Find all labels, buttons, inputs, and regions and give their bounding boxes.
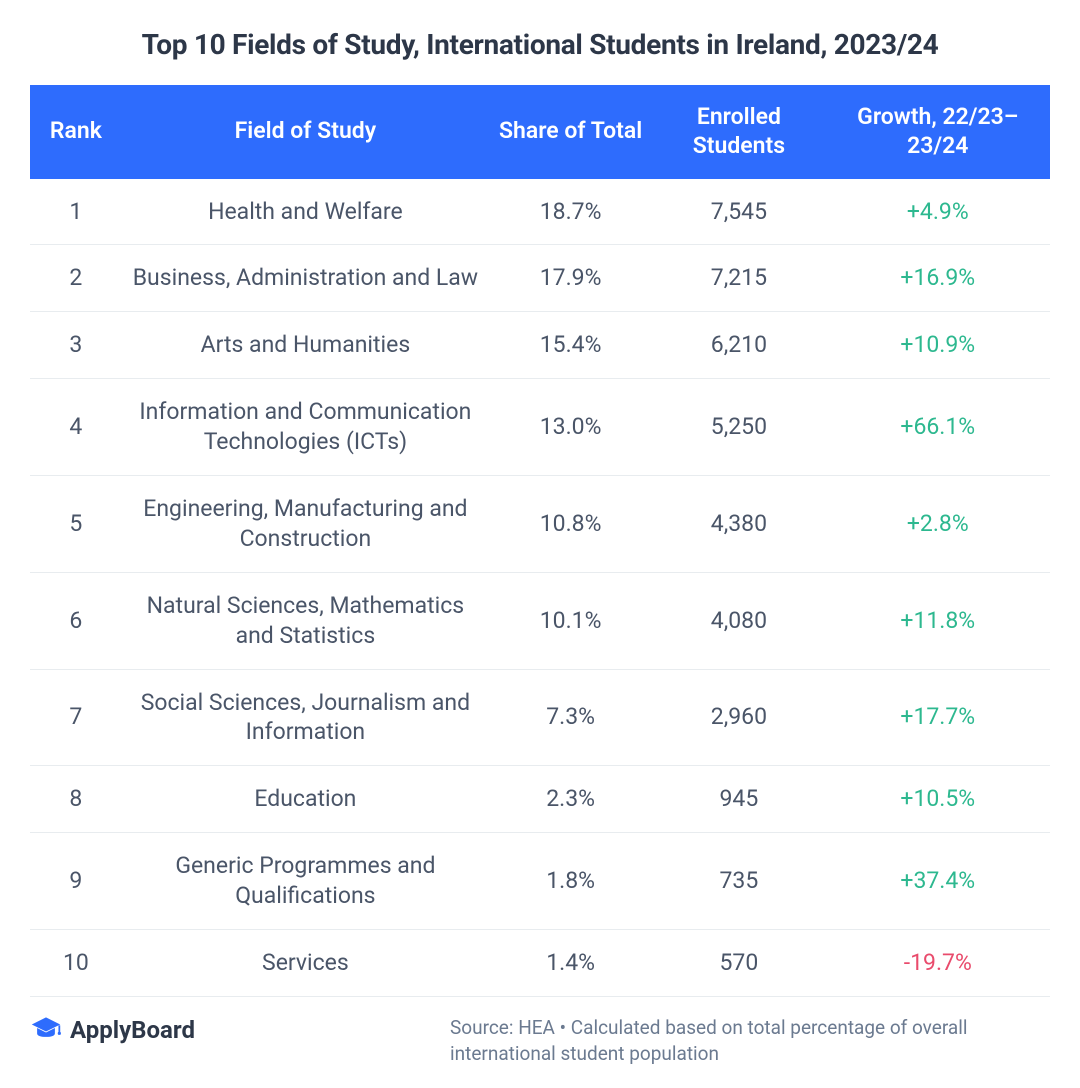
cell-growth: +17.7%: [826, 669, 1050, 766]
table-row: 3Arts and Humanities15.4%6,210+10.9%: [30, 312, 1050, 379]
cell-rank: 2: [30, 245, 122, 312]
cell-enrolled: 4,080: [652, 572, 825, 669]
col-header-rank: Rank: [30, 85, 122, 179]
cell-growth: +16.9%: [826, 245, 1050, 312]
table-row: 6Natural Sciences, Mathematics and Stati…: [30, 572, 1050, 669]
cell-enrolled: 5,250: [652, 379, 825, 476]
cell-growth: +10.9%: [826, 312, 1050, 379]
cell-enrolled: 6,210: [652, 312, 825, 379]
cell-enrolled: 7,545: [652, 179, 825, 245]
cell-field: Generic Programmes and Qualifications: [122, 833, 489, 930]
cell-field: Natural Sciences, Mathematics and Statis…: [122, 572, 489, 669]
cell-growth: +66.1%: [826, 379, 1050, 476]
cell-share: 17.9%: [489, 245, 652, 312]
graduation-cap-icon: [30, 1015, 62, 1045]
cell-share: 10.8%: [489, 475, 652, 572]
logo: ApplyBoard: [30, 1015, 195, 1045]
footer: ApplyBoard Source: HEA • Calculated base…: [30, 1015, 1050, 1068]
cell-enrolled: 735: [652, 833, 825, 930]
table-row: 9Generic Programmes and Qualifications1.…: [30, 833, 1050, 930]
cell-field: Education: [122, 766, 489, 833]
table-body: 1Health and Welfare18.7%7,545+4.9%2Busin…: [30, 179, 1050, 997]
table-row: 2Business, Administration and Law17.9%7,…: [30, 245, 1050, 312]
cell-rank: 8: [30, 766, 122, 833]
cell-enrolled: 945: [652, 766, 825, 833]
cell-share: 13.0%: [489, 379, 652, 476]
cell-rank: 7: [30, 669, 122, 766]
source-text: Source: HEA • Calculated based on total …: [450, 1015, 1050, 1068]
col-header-share: Share of Total: [489, 85, 652, 179]
cell-enrolled: 4,380: [652, 475, 825, 572]
cell-rank: 3: [30, 312, 122, 379]
cell-field: Social Sciences, Journalism and Informat…: [122, 669, 489, 766]
cell-rank: 5: [30, 475, 122, 572]
cell-share: 7.3%: [489, 669, 652, 766]
cell-rank: 4: [30, 379, 122, 476]
cell-field: Health and Welfare: [122, 179, 489, 245]
cell-field: Arts and Humanities: [122, 312, 489, 379]
table-row: 5Engineering, Manufacturing and Construc…: [30, 475, 1050, 572]
cell-field: Information and Communication Technologi…: [122, 379, 489, 476]
cell-enrolled: 570: [652, 929, 825, 996]
cell-field: Business, Administration and Law: [122, 245, 489, 312]
cell-share: 1.8%: [489, 833, 652, 930]
cell-growth: +2.8%: [826, 475, 1050, 572]
fields-table: Rank Field of Study Share of Total Enrol…: [30, 85, 1050, 997]
cell-field: Engineering, Manufacturing and Construct…: [122, 475, 489, 572]
cell-rank: 9: [30, 833, 122, 930]
cell-enrolled: 7,215: [652, 245, 825, 312]
cell-growth: +10.5%: [826, 766, 1050, 833]
col-header-enrolled: Enrolled Students: [652, 85, 825, 179]
table-row: 4Information and Communication Technolog…: [30, 379, 1050, 476]
cell-enrolled: 2,960: [652, 669, 825, 766]
cell-growth: -19.7%: [826, 929, 1050, 996]
logo-text: ApplyBoard: [70, 1016, 195, 1044]
table-header-row: Rank Field of Study Share of Total Enrol…: [30, 85, 1050, 179]
cell-field: Services: [122, 929, 489, 996]
table-row: 1Health and Welfare18.7%7,545+4.9%: [30, 179, 1050, 245]
cell-share: 10.1%: [489, 572, 652, 669]
col-header-field: Field of Study: [122, 85, 489, 179]
cell-growth: +4.9%: [826, 179, 1050, 245]
page-title: Top 10 Fields of Study, International St…: [30, 28, 1050, 61]
cell-share: 2.3%: [489, 766, 652, 833]
table-row: 7Social Sciences, Journalism and Informa…: [30, 669, 1050, 766]
table-row: 10Services1.4%570-19.7%: [30, 929, 1050, 996]
cell-rank: 10: [30, 929, 122, 996]
cell-rank: 1: [30, 179, 122, 245]
cell-growth: +11.8%: [826, 572, 1050, 669]
cell-rank: 6: [30, 572, 122, 669]
cell-share: 1.4%: [489, 929, 652, 996]
col-header-growth: Growth, 22/23–23/24: [826, 85, 1050, 179]
table-row: 8Education2.3%945+10.5%: [30, 766, 1050, 833]
cell-share: 15.4%: [489, 312, 652, 379]
cell-growth: +37.4%: [826, 833, 1050, 930]
cell-share: 18.7%: [489, 179, 652, 245]
